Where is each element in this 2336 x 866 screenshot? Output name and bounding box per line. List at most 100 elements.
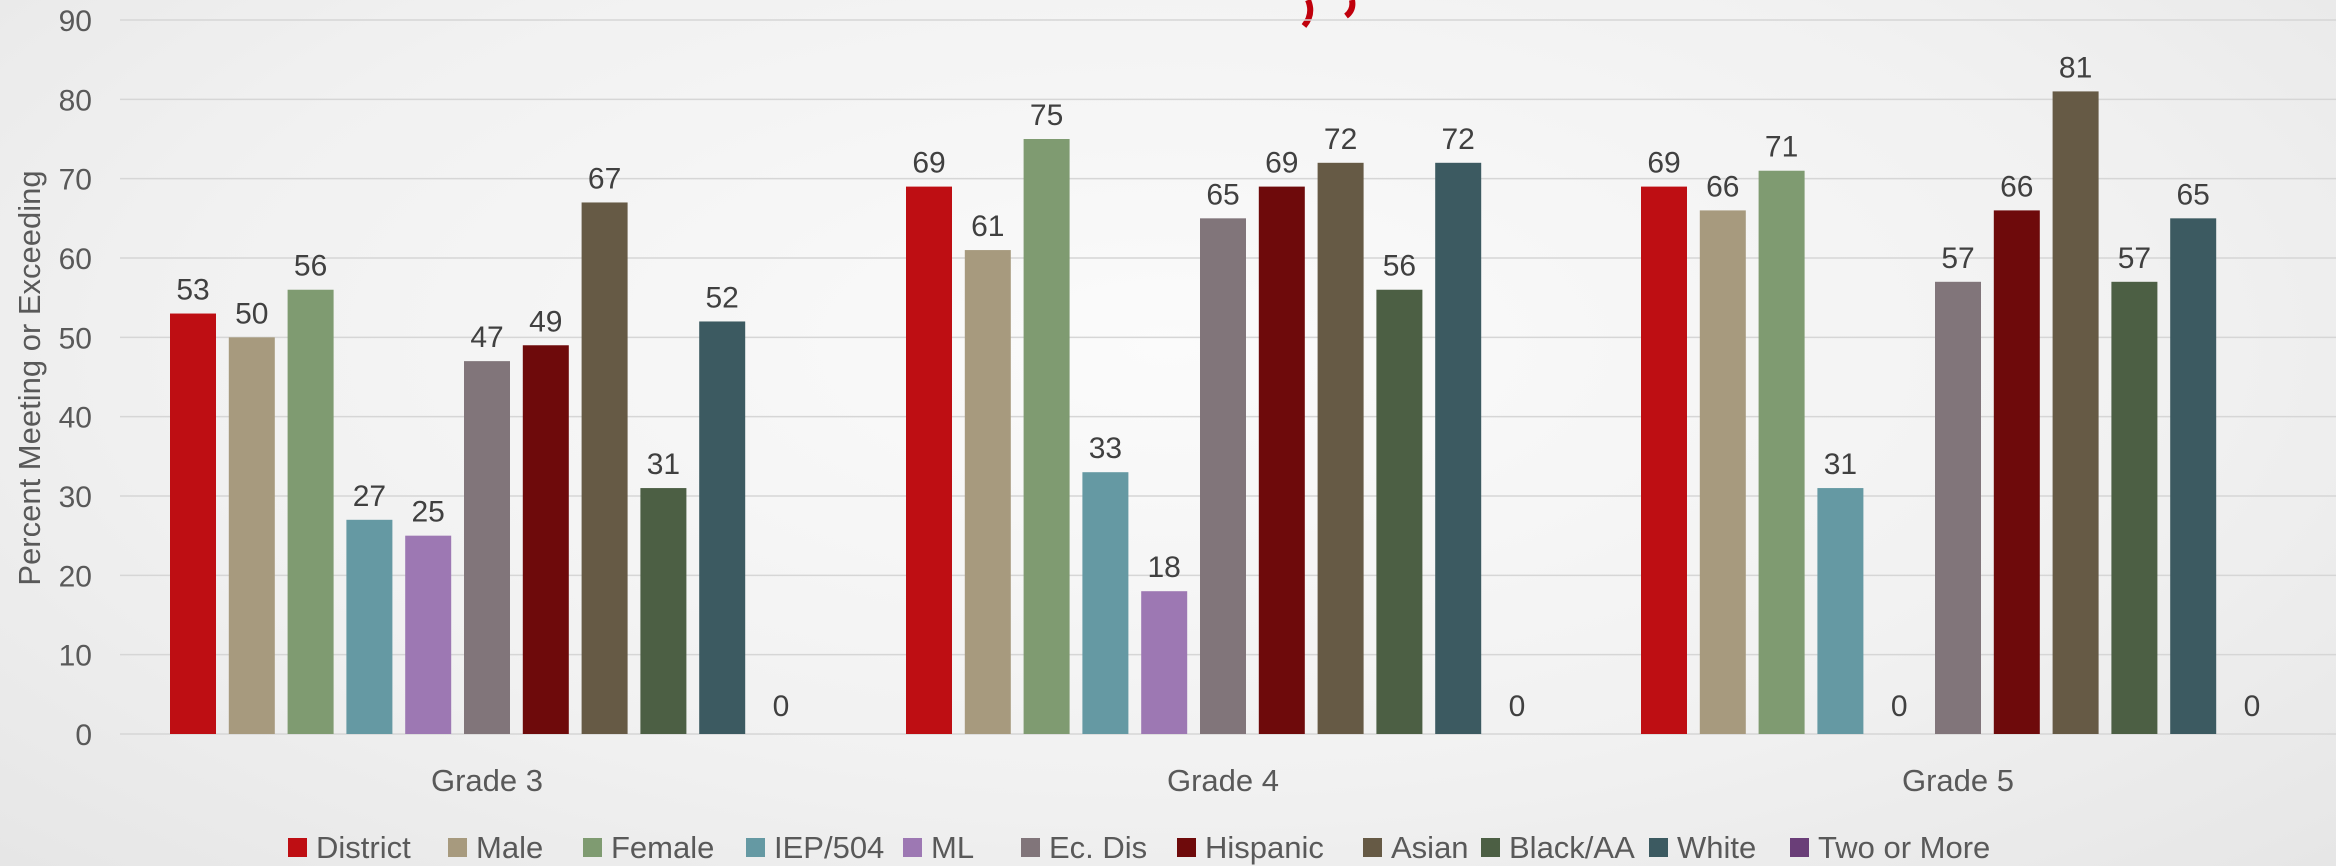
legend-swatch	[1021, 838, 1040, 857]
bar-grade-3-1	[228, 337, 275, 734]
data-label: 66	[2000, 170, 2033, 203]
data-label: 75	[1030, 99, 1063, 132]
data-label: 67	[588, 162, 621, 195]
legend-swatch	[288, 838, 307, 857]
bar-grade-5-7	[2052, 91, 2099, 734]
data-label: 71	[1765, 131, 1798, 164]
data-label: 52	[706, 281, 739, 314]
data-label: 25	[412, 496, 445, 529]
legend-label: District	[316, 830, 411, 865]
legend-label: ML	[931, 830, 974, 865]
data-label: 18	[1148, 551, 1181, 584]
bar-grade-5-1	[1699, 210, 1746, 734]
x-category-label: Grade 4	[1167, 763, 1279, 798]
bar-grade-3-2	[287, 289, 334, 734]
data-label: 33	[1089, 432, 1122, 465]
data-label: 65	[2177, 178, 2210, 211]
data-label: 72	[1324, 123, 1357, 156]
bar-grade-5-6	[1993, 210, 2040, 734]
bar-grade-3-7	[581, 202, 628, 734]
bar-grade-4-6	[1258, 186, 1305, 735]
legend-swatch	[746, 838, 765, 857]
legend-label: Hispanic	[1205, 830, 1324, 865]
legend-swatch	[448, 838, 467, 857]
y-tick-label: 0	[75, 719, 92, 752]
title-fragment	[1301, 0, 1356, 28]
bars	[170, 91, 2217, 735]
y-tick-label: 80	[59, 84, 92, 117]
bar-grade-5-9	[2170, 218, 2217, 735]
data-label: 53	[176, 274, 209, 307]
data-label: 0	[773, 690, 790, 723]
bar-grade-5-3	[1817, 488, 1864, 734]
bar-grade-4-5	[1200, 218, 1246, 735]
y-tick-label: 60	[59, 243, 92, 276]
data-label: 65	[1206, 178, 1239, 211]
legend-swatch	[1790, 838, 1809, 857]
data-label: 0	[1891, 690, 1908, 723]
bar-grade-4-8	[1376, 289, 1423, 734]
bar-grade-4-1	[964, 250, 1011, 735]
data-label: 69	[1265, 147, 1298, 180]
bar-grade-4-9	[1435, 162, 1482, 735]
data-label: 0	[1509, 690, 1526, 723]
data-label: 0	[2244, 690, 2261, 723]
bar-grade-3-6	[522, 345, 569, 734]
y-axis-ticks: 0 10 20 30 40 50 60 70 80 90	[59, 5, 92, 752]
legend-swatch	[1649, 838, 1668, 857]
bar-grade-5-5	[1935, 281, 1981, 734]
bar-grade-3-3	[346, 519, 393, 734]
data-labels: 53 50 56 27 25 47 49 67 31 52 0 69 61 75 33 18 65 69 72 56 7…	[176, 51, 2260, 723]
legend-label: Female	[611, 830, 714, 865]
legend-swatch	[1481, 838, 1500, 857]
x-category-label: Grade 5	[1902, 763, 2014, 798]
legend-label: White	[1677, 830, 1756, 865]
bar-grade-4-0	[906, 186, 952, 735]
y-tick-label: 30	[59, 481, 92, 514]
legend: District Male Female IEP/504 ML Ec. Dis Hispan…	[288, 830, 1990, 865]
data-label: 72	[1442, 123, 1475, 156]
bar-grade-4-3	[1082, 472, 1129, 734]
bar-grade-5-2	[1758, 170, 1805, 734]
bar-grade-3-8	[640, 488, 687, 734]
data-label: 57	[2118, 242, 2151, 275]
y-tick-label: 50	[59, 322, 92, 355]
legend-swatch	[1177, 838, 1196, 857]
data-label: 31	[647, 448, 680, 481]
bar-grade-5-8	[2111, 281, 2158, 734]
data-label: 31	[1824, 448, 1857, 481]
x-axis-categories: Grade 3 Grade 4 Grade 5	[431, 763, 2014, 798]
bar-grade-4-2	[1023, 139, 1070, 734]
legend-label: Male	[476, 830, 543, 865]
legend-swatch	[903, 838, 922, 857]
y-tick-label: 10	[59, 640, 92, 673]
data-label: 56	[1383, 250, 1416, 283]
legend-swatch	[1363, 838, 1382, 857]
y-tick-label: 70	[59, 164, 92, 197]
bar-grade-3-0	[170, 313, 216, 734]
x-category-label: Grade 3	[431, 763, 543, 798]
bar-grade-3-4	[405, 535, 452, 734]
data-label: 56	[294, 250, 327, 283]
data-label: 81	[2059, 51, 2092, 84]
bar-grade-5-0	[1641, 186, 1687, 735]
data-label: 57	[1941, 242, 1974, 275]
legend-label: Asian	[1391, 830, 1469, 865]
y-tick-label: 20	[59, 560, 92, 593]
data-label: 66	[1706, 170, 1739, 203]
legend-swatch	[583, 838, 602, 857]
y-tick-label: 40	[59, 402, 92, 435]
data-label: 27	[353, 480, 386, 513]
data-label: 61	[971, 210, 1004, 243]
bar-grade-3-9	[699, 321, 746, 734]
data-label: 49	[529, 305, 562, 338]
data-label: 50	[235, 297, 268, 330]
y-tick-label: 90	[59, 5, 92, 38]
data-label: 47	[470, 321, 503, 354]
legend-label: Two or More	[1818, 830, 1990, 865]
legend-label: Black/AA	[1509, 830, 1635, 865]
bar-grade-3-5	[464, 361, 510, 734]
legend-label: Ec. Dis	[1049, 830, 1147, 865]
data-label: 69	[1647, 147, 1680, 180]
